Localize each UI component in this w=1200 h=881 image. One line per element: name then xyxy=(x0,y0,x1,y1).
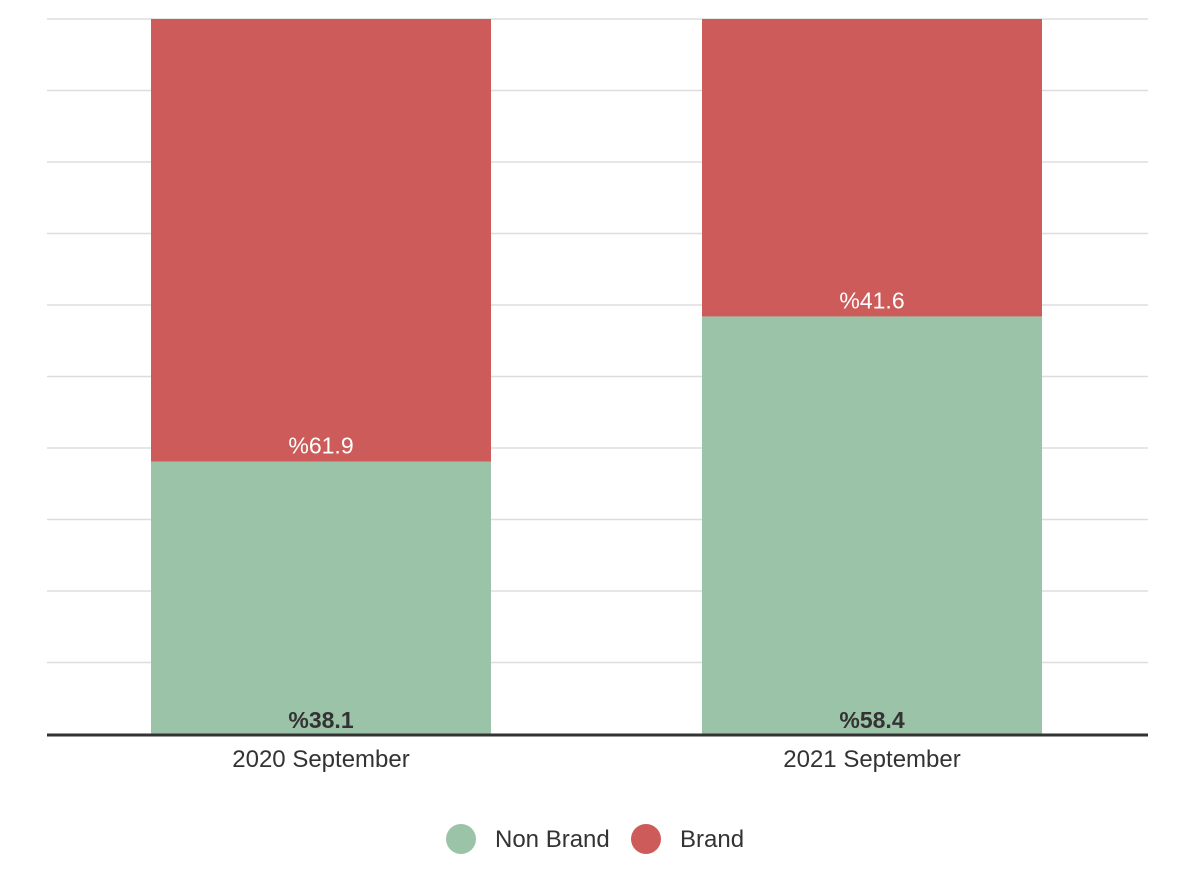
legend-item-brand: Brand xyxy=(631,824,744,854)
legend-swatch-non-brand xyxy=(446,824,476,854)
x-axis-ticks: 2020 September 2021 September xyxy=(232,746,960,773)
data-label-brand-2020-september: %61.9 xyxy=(288,433,353,459)
legend-label-brand: Brand xyxy=(680,826,744,853)
bar-brand-2021-september xyxy=(702,19,1042,317)
x-tick-label-2020-september: 2020 September xyxy=(232,746,409,773)
x-tick-label-2021-september: 2021 September xyxy=(783,746,960,773)
bars: %38.1 %61.9 %58.4 %41.6 xyxy=(151,19,1042,734)
legend: Non Brand Brand xyxy=(446,824,744,854)
bar-non-brand-2021-september xyxy=(702,316,1042,734)
legend-label-non-brand: Non Brand xyxy=(495,826,610,853)
bar-non-brand-2020-september xyxy=(151,461,491,734)
data-label-brand-2021-september: %41.6 xyxy=(839,287,904,313)
data-label-non-brand-2021-september: %58.4 xyxy=(839,707,904,733)
legend-swatch-brand xyxy=(631,824,661,854)
bar-brand-2020-september xyxy=(151,19,491,462)
data-label-non-brand-2020-september: %38.1 xyxy=(288,707,353,733)
legend-item-non-brand: Non Brand xyxy=(446,824,610,854)
